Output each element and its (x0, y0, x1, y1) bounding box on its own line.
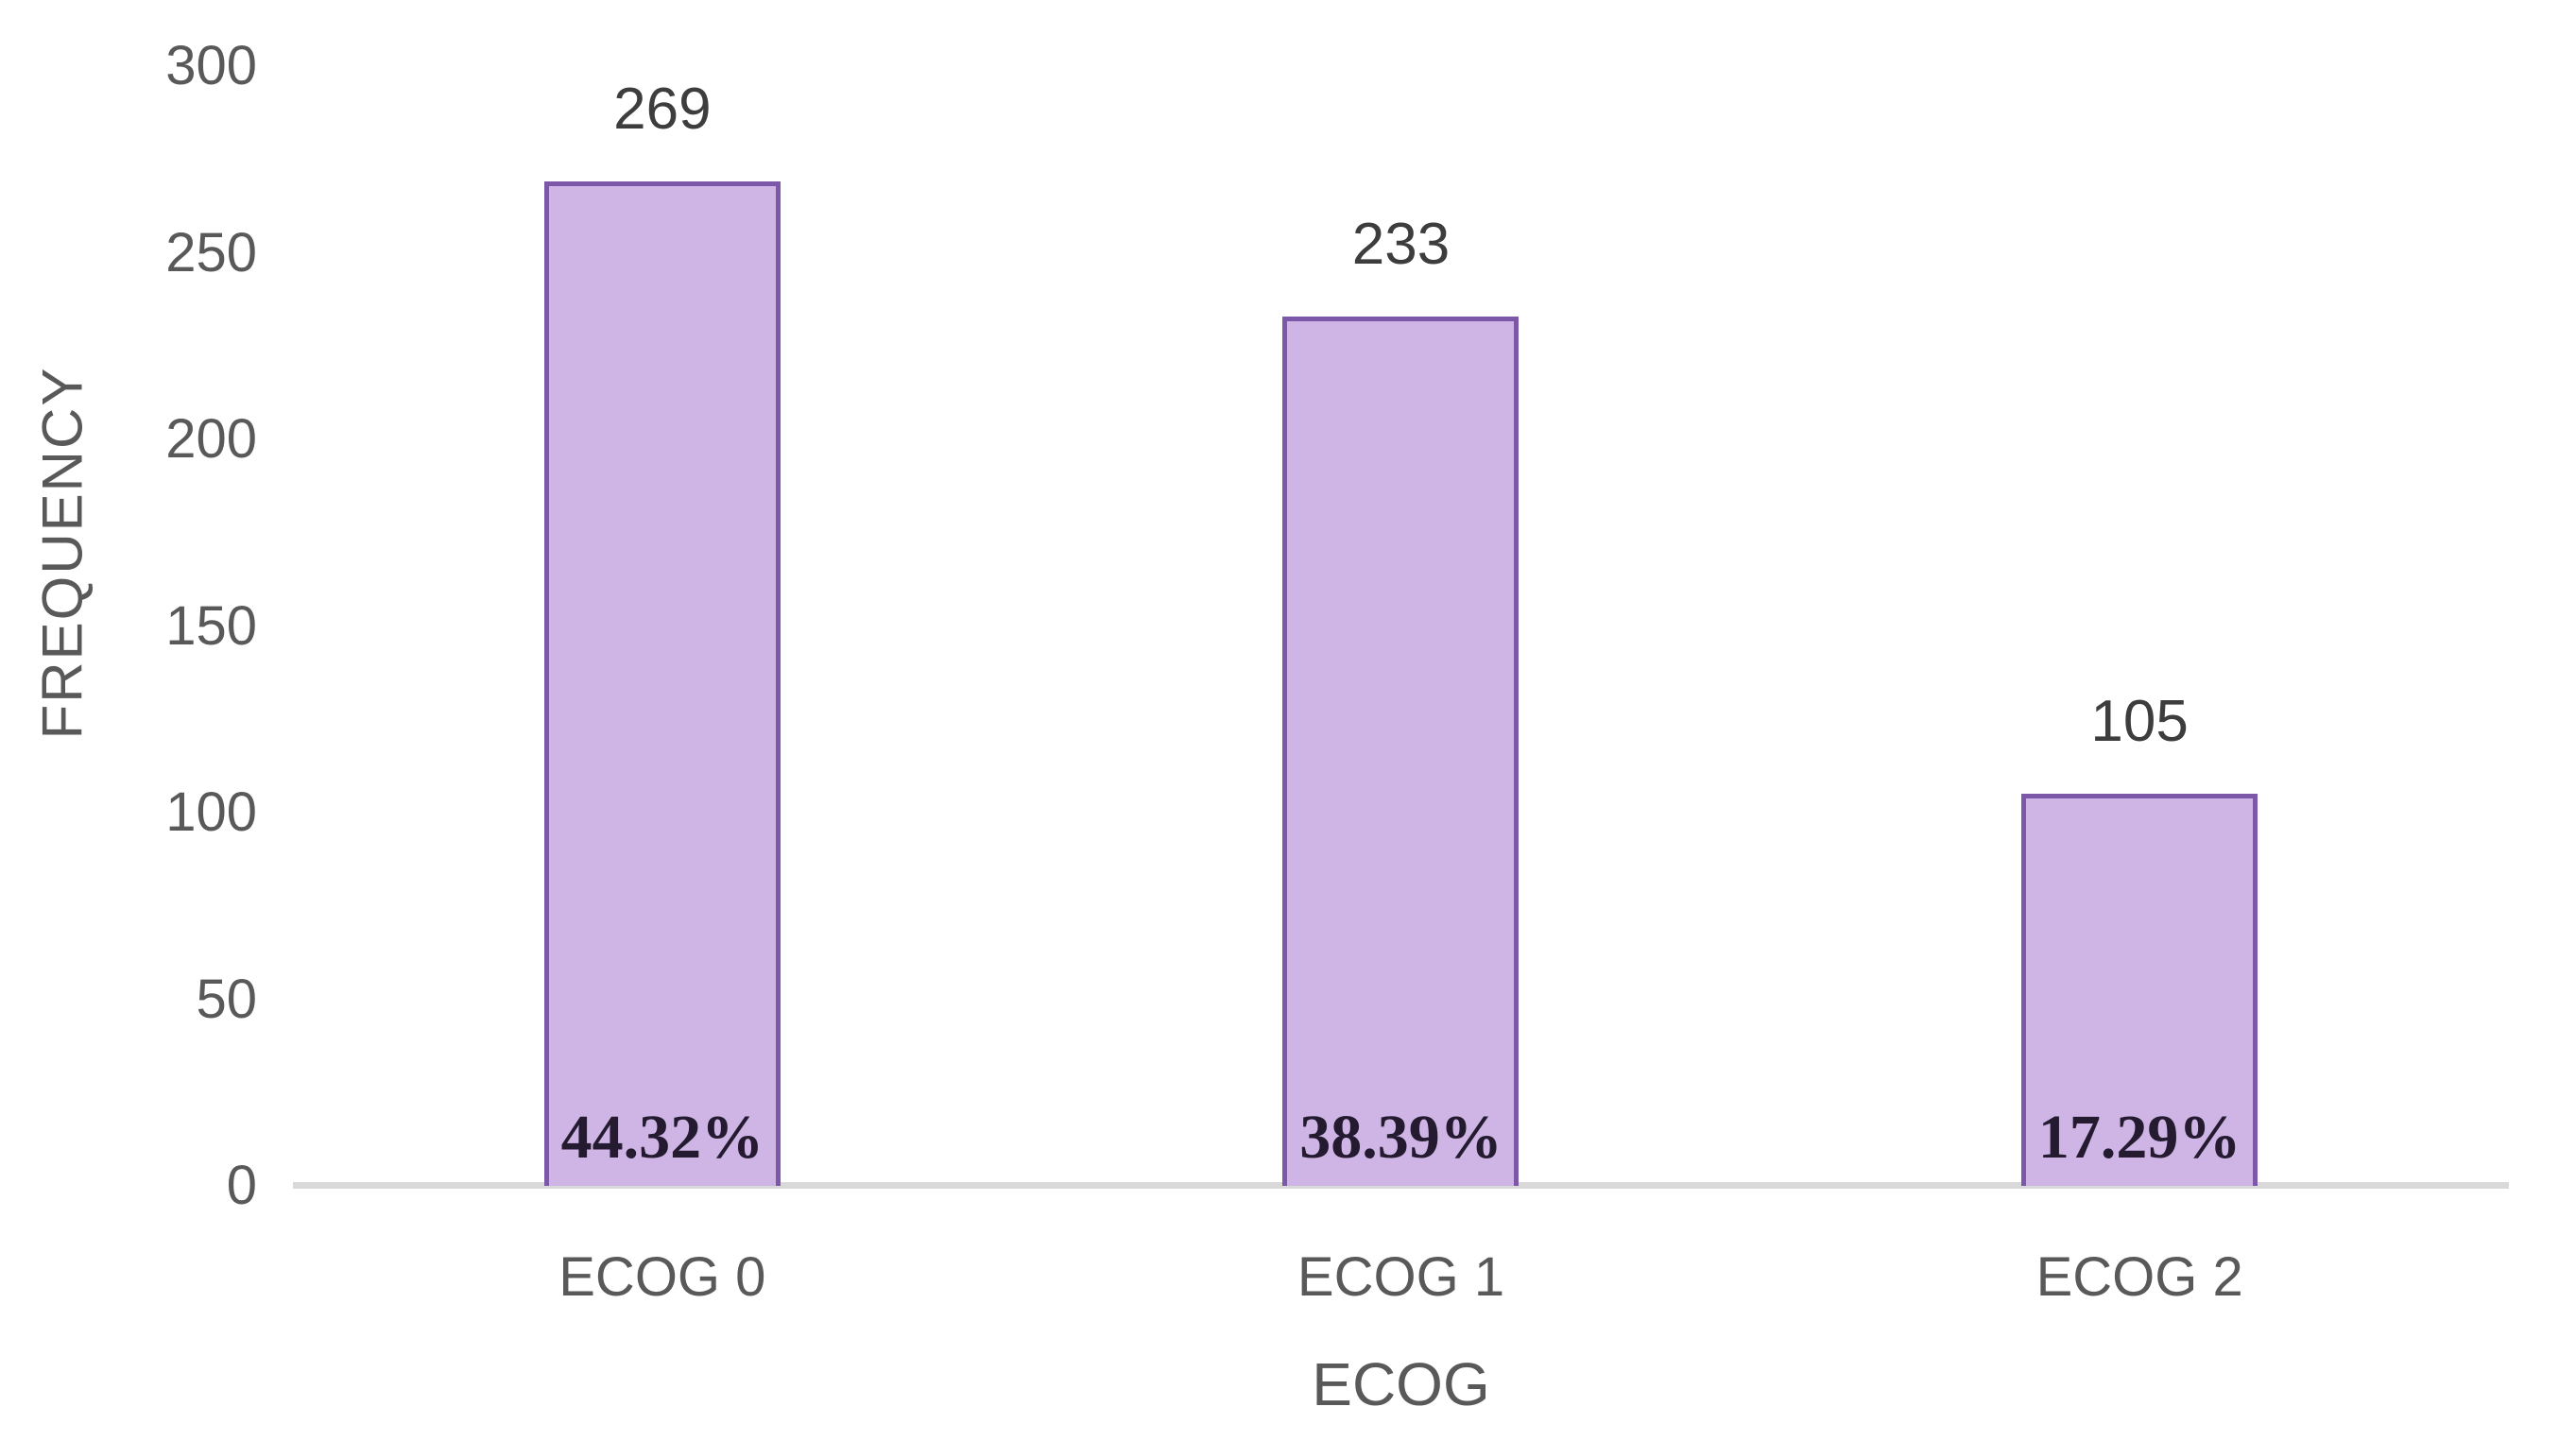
bar-percent-label: 17.29% (2037, 1103, 2241, 1172)
plot-area: 44.32% 269 ECOG 0 38.39% 233 ECOG 1 17.29% 105 E… (293, 0, 2509, 1441)
y-tick-label: 50 (196, 968, 257, 1030)
bar-value-label: 269 (613, 77, 712, 143)
x-tick-label: ECOG 1 (1297, 1246, 1505, 1308)
bar-percent-label: 44.32% (560, 1103, 764, 1172)
y-tick-label: 150 (165, 594, 257, 657)
bar-value-label: 233 (1351, 211, 1451, 277)
bar-ecog-1: 38.39% (1282, 316, 1520, 1186)
bar-ecog-0: 44.32% (543, 181, 781, 1186)
bar-slot: 17.29% 105 (1770, 0, 2509, 1186)
x-tick-label: ECOG 0 (558, 1246, 766, 1308)
bar-slot: 38.39% 233 (1032, 0, 1771, 1186)
y-tick-label: 200 (165, 408, 257, 470)
x-axis-title: ECOG (1312, 1350, 1490, 1418)
y-tick-label: 250 (165, 221, 257, 283)
y-tick-label: 300 (165, 35, 257, 96)
y-tick-label: 100 (165, 781, 257, 843)
bar-ecog-2: 17.29% (2021, 794, 2258, 1186)
y-tick-label: 0 (226, 1155, 257, 1216)
bar-slot: 44.32% 269 (293, 0, 1032, 1186)
x-tick-label: ECOG 2 (2035, 1246, 2243, 1308)
bar-percent-label: 38.39% (1299, 1103, 1503, 1172)
y-axis-title: FREQUENCY (30, 366, 94, 740)
bar-value-label: 105 (2090, 689, 2189, 755)
